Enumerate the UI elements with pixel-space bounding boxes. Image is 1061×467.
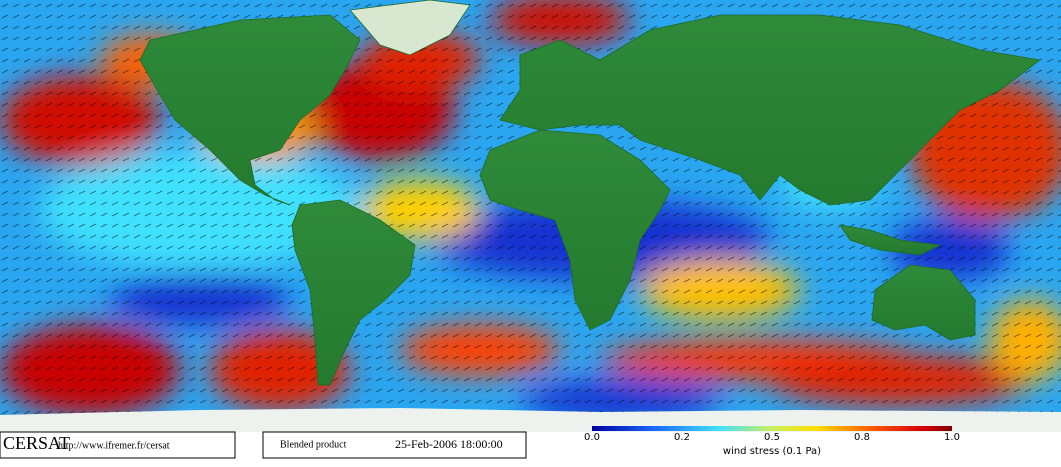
colorbar-tick-label: 0.8 xyxy=(854,432,870,443)
colorbar-label: wind stress (0.1 Pa) xyxy=(723,446,821,457)
australia xyxy=(871,264,976,341)
colorbar-tick-label: 1.0 xyxy=(944,432,960,443)
logo: CERSAT xyxy=(3,433,70,453)
colorbar xyxy=(592,426,952,431)
indonesia xyxy=(839,224,942,256)
url: http://www.ifremer.fr/cersat xyxy=(58,440,170,451)
logo-box xyxy=(0,431,236,459)
greenland xyxy=(349,0,471,56)
date: 25-Feb-2006 18:00:00 xyxy=(395,437,503,451)
colorbar-tick-label: 0.5 xyxy=(764,432,780,443)
south-america xyxy=(291,199,416,386)
north-america xyxy=(139,14,361,206)
footer: CERSAT http://www.ifremer.fr/cersat Blen… xyxy=(0,426,960,459)
map xyxy=(0,0,1061,432)
eurasia xyxy=(499,14,1041,206)
africa xyxy=(479,129,671,331)
colorbar-tick-label: 0.2 xyxy=(674,432,690,443)
info-box xyxy=(262,431,527,459)
colorbar-ticks: 0.0 0.2 0.5 0.8 1.0 xyxy=(584,432,960,443)
colorbar-tick-label: 0.0 xyxy=(584,432,600,443)
product: Blended product xyxy=(280,439,347,450)
